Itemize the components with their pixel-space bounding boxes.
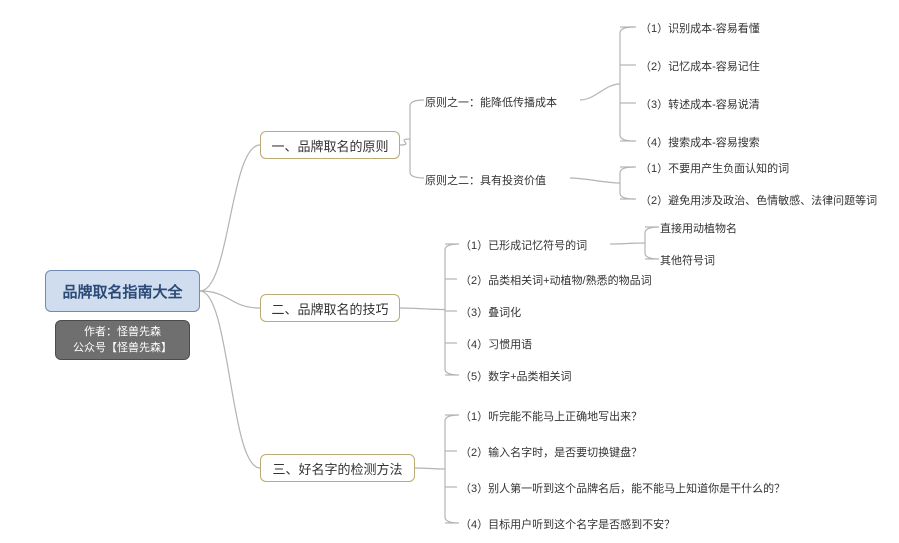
leaf-d31: （1）听完能不能马上正确地写出来？	[460, 408, 642, 424]
leaf-l212: （2）避免用涉及政治、色情敏感、法律问题等词	[640, 192, 877, 208]
leaf-l211: （1）不要用产生负面认知的词	[640, 160, 789, 176]
leaf-c21b: 其他符号词	[660, 252, 715, 268]
leaf-c25: （5）数字+品类相关词	[460, 368, 572, 384]
branch-label: 二、品牌取名的技巧	[271, 299, 388, 318]
leaf-c21a: 直接用动植物名	[660, 220, 737, 236]
branch-node-1: 一、品牌取名的原则	[260, 131, 400, 159]
leaf-l112: （2）记忆成本-容易记住	[640, 58, 760, 74]
midnode-1: 原则之一：能降低传播成本	[425, 94, 557, 110]
root-label: 品牌取名指南大全	[62, 281, 182, 302]
author-line2: 公众号【怪兽先森】	[73, 340, 172, 357]
author-node: 作者：怪兽先森公众号【怪兽先森】	[55, 320, 190, 360]
leaf-c21: （1）已形成记忆符号的词	[460, 237, 587, 253]
branch-label: 三、好名字的检测方法	[272, 459, 402, 478]
leaf-c23: （3）叠词化	[460, 304, 521, 320]
leaf-c22: （2）品类相关词+动植物/熟悉的物品词	[460, 272, 652, 288]
leaf-l113: （3）转述成本-容易说清	[640, 96, 760, 112]
branch-node-3: 三、好名字的检测方法	[260, 454, 415, 482]
leaf-d33: （3）别人第一听到这个品牌名后，能不能马上知道你是干什么的？	[460, 480, 785, 496]
root-node: 品牌取名指南大全	[45, 270, 200, 312]
branch-node-2: 二、品牌取名的技巧	[260, 294, 400, 322]
leaf-c24: （4）习惯用语	[460, 336, 532, 352]
leaf-l111: （1）识别成本-容易看懂	[640, 20, 760, 36]
branch-label: 一、品牌取名的原则	[271, 136, 388, 155]
leaf-d34: （4）目标用户听到这个名字是否感到不安？	[460, 516, 675, 532]
author-line1: 作者：怪兽先森	[84, 324, 161, 341]
leaf-d32: （2）输入名字时，是否要切换键盘？	[460, 444, 642, 460]
leaf-l114: （4）搜索成本-容易搜索	[640, 134, 760, 150]
midnode-2: 原则之二：具有投资价值	[425, 172, 546, 188]
